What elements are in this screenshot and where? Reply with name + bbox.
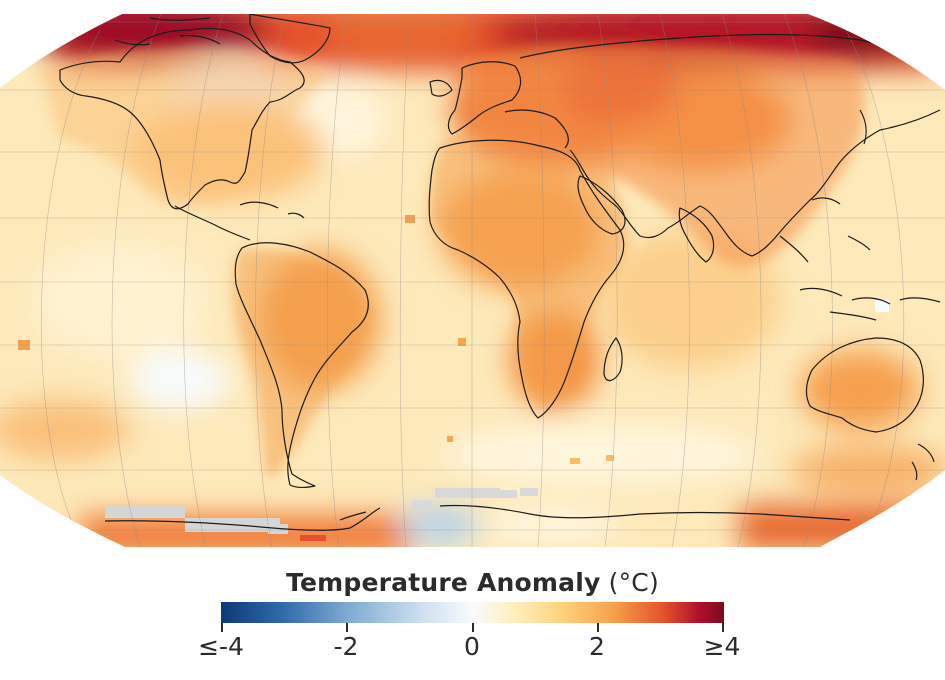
tick-label-neg2: -2: [333, 632, 359, 661]
globe-surface: [0, 14, 945, 547]
legend-title-text: Temperature Anomaly: [286, 568, 601, 597]
colorbar-tick: [722, 623, 724, 632]
colorbar-tick: [597, 623, 599, 632]
legend: Temperature Anomaly (°C) ≤-4 -2 0 2 ≥4: [0, 560, 945, 680]
tick-label-zero: 0: [464, 632, 480, 661]
coastlines: [59, 14, 941, 531]
tick-label-min: ≤-4: [198, 632, 244, 661]
colorbar: [221, 602, 724, 623]
tick-label-max: ≥4: [703, 632, 741, 661]
legend-title-unit: (°C): [608, 568, 659, 597]
tick-label-pos2: 2: [589, 632, 605, 661]
colorbar-tick: [221, 623, 223, 632]
legend-title: Temperature Anomaly (°C): [0, 568, 945, 597]
temperature-anomaly-map: [0, 14, 945, 547]
colorbar-tick: [472, 623, 474, 632]
colorbar-tick: [346, 623, 348, 632]
graticule: [0, 14, 945, 547]
